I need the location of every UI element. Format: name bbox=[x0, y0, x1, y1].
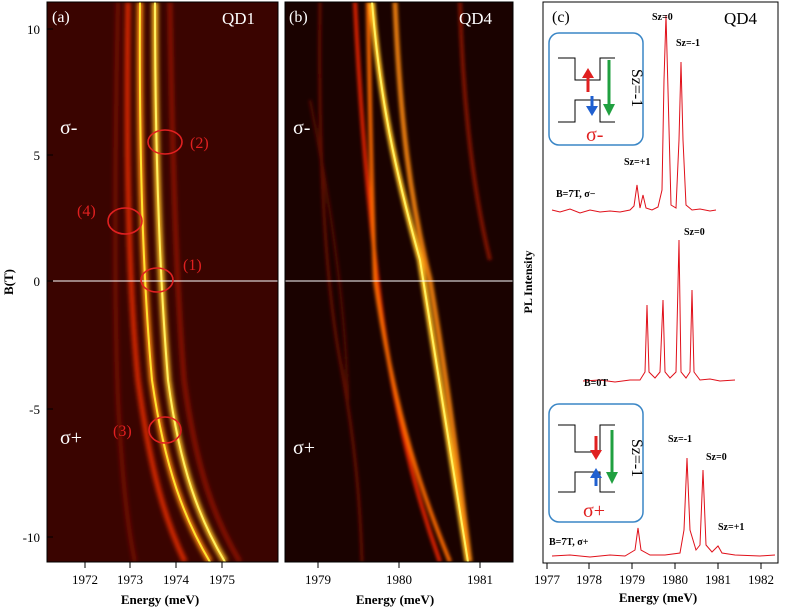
x-tick-label: 1982 bbox=[748, 572, 774, 587]
panel-b-xlabel: Energy (meV) bbox=[356, 592, 434, 607]
x-tick-label: 1978 bbox=[576, 572, 602, 587]
panel-a-letter: (a) bbox=[52, 9, 70, 26]
panel-c: (c) QD4 PL Intensity B=7T, σ− B=0T B=7T,… bbox=[521, 1, 779, 605]
panel-b-qd-label: QD4 bbox=[459, 9, 493, 28]
panel-b-sigma-minus: σ- bbox=[293, 117, 310, 139]
panel-c-ylabel: PL Intensity bbox=[521, 250, 535, 313]
panel-c-letter: (c) bbox=[552, 9, 570, 26]
inset-bottom: Sz=-1 σ+ bbox=[548, 403, 645, 523]
panel-c-spectra bbox=[551, 14, 776, 558]
y-tick-label: 10 bbox=[27, 22, 40, 37]
spectrum-middle bbox=[582, 239, 736, 383]
circle-label-4: (4) bbox=[77, 203, 96, 220]
y-tick-label: 5 bbox=[34, 148, 41, 163]
panel-a-ylabel: B(T) bbox=[1, 269, 16, 295]
panel-a: 10 5 0 -5 -10 B(T) 1972 1973 1974 1975 E… bbox=[1, 1, 279, 607]
panel-c-xlabel: Energy (meV) bbox=[619, 590, 697, 605]
spectrum-top bbox=[551, 14, 717, 214]
y-tick-label: 0 bbox=[34, 274, 41, 289]
x-tick-label: 1979 bbox=[619, 572, 645, 587]
spectrum-label-top: B=7T, σ− bbox=[556, 189, 596, 200]
panel-a-circles bbox=[107, 129, 183, 444]
panel-c-qd-label: QD4 bbox=[724, 9, 758, 28]
panel-c-x-ticks bbox=[546, 563, 762, 569]
peak-label: Sz=0 bbox=[684, 227, 705, 238]
panel-a-xlabel: Energy (meV) bbox=[121, 592, 199, 607]
panel-b-sigma-plus: σ+ bbox=[293, 437, 315, 459]
x-tick-label: 1980 bbox=[386, 572, 412, 587]
circle-label-3: (3) bbox=[113, 423, 132, 440]
peak-label: Sz=+1 bbox=[624, 157, 650, 168]
x-tick-label: 1972 bbox=[72, 572, 98, 587]
x-tick-label: 1981 bbox=[467, 572, 493, 587]
peak-label: Sz=-1 bbox=[668, 434, 692, 445]
circle-label-2: (2) bbox=[190, 135, 209, 152]
y-tick-label: -5 bbox=[29, 402, 40, 417]
inset-top-spin-label: Sz=-1 bbox=[628, 69, 645, 107]
x-tick-label: 1973 bbox=[117, 572, 143, 587]
panel-b-letter: (b) bbox=[289, 9, 308, 26]
x-tick-label: 1981 bbox=[705, 572, 731, 587]
peak-label: Sz=0 bbox=[706, 452, 727, 463]
panel-a-sigma-minus: σ- bbox=[60, 117, 77, 139]
x-tick-label: 1979 bbox=[305, 572, 331, 587]
peak-label: Sz=+1 bbox=[718, 522, 744, 533]
panel-b-traces bbox=[308, 2, 492, 562]
peak-label: Sz=0 bbox=[652, 12, 673, 23]
panel-a-y-ticks bbox=[47, 28, 53, 538]
inset-top-polarization: σ- bbox=[586, 124, 603, 146]
panel-a-frame bbox=[46, 1, 279, 563]
inset-bottom-spin-label: Sz=-1 bbox=[628, 439, 645, 477]
panel-a-qd-label: QD1 bbox=[222, 9, 255, 28]
spectrum-bottom bbox=[551, 457, 776, 558]
circle-label-1: (1) bbox=[183, 257, 202, 274]
panel-a-x-ticks bbox=[84, 562, 223, 568]
y-tick-label: -10 bbox=[23, 530, 40, 545]
panel-b: 1979 1980 1981 Energy (meV) (b) QD4 σ- σ… bbox=[284, 1, 514, 607]
x-tick-label: 1974 bbox=[163, 572, 190, 587]
inset-top: Sz=-1 σ- bbox=[548, 32, 645, 146]
spectrum-label-middle: B=0T bbox=[584, 378, 608, 389]
peak-label: Sz=-1 bbox=[676, 38, 700, 49]
panel-a-traces bbox=[113, 2, 242, 562]
panel-a-sigma-plus: σ+ bbox=[60, 427, 82, 449]
x-tick-label: 1977 bbox=[534, 572, 561, 587]
inset-bottom-polarization: σ+ bbox=[583, 500, 605, 522]
panel-b-x-ticks bbox=[317, 562, 481, 568]
spectrum-label-bottom: B=7T, σ+ bbox=[549, 537, 589, 548]
x-tick-label: 1975 bbox=[209, 572, 235, 587]
x-tick-label: 1980 bbox=[662, 572, 688, 587]
